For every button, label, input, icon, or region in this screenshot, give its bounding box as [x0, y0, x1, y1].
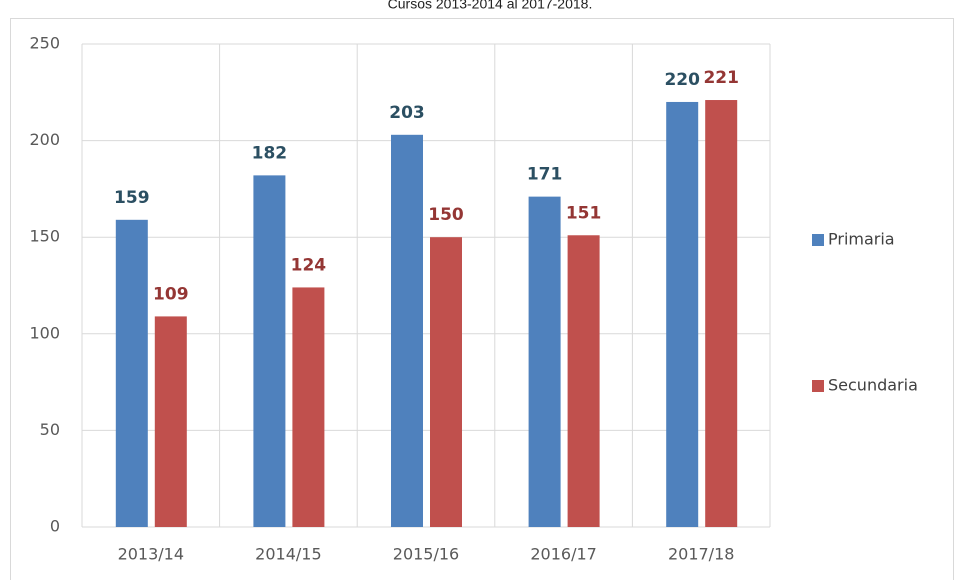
- bar: [567, 235, 600, 527]
- legend-label: Secundaria: [828, 376, 918, 395]
- bar: [430, 237, 462, 527]
- y-tick-label: 150: [29, 227, 60, 246]
- x-tick-label: 2017/18: [668, 545, 734, 564]
- chart-frame: [10, 18, 954, 580]
- bar: [391, 134, 423, 527]
- chart-title: Cursos 2013-2014 al 2017-2018.: [388, 0, 593, 12]
- bar: [253, 175, 286, 527]
- value-label: 171: [527, 165, 563, 185]
- y-tick-label: 200: [29, 130, 60, 149]
- y-tick-label: 50: [40, 420, 60, 439]
- bar: [292, 287, 325, 527]
- y-tick-label: 250: [29, 34, 60, 53]
- bar: [115, 219, 148, 527]
- bar: [528, 196, 561, 528]
- bar: [705, 100, 738, 527]
- bar: [666, 101, 699, 528]
- title-background: [0, 0, 955, 18]
- bar: [154, 316, 187, 527]
- x-tick-label: 2013/14: [118, 545, 184, 564]
- value-label: 203: [389, 103, 425, 123]
- y-tick-label: 0: [50, 517, 60, 536]
- value-label: 182: [252, 143, 288, 163]
- legend-label: Primaria: [828, 230, 895, 249]
- value-label: 124: [291, 255, 327, 275]
- x-tick-label: 2014/15: [255, 545, 321, 564]
- value-label: 109: [153, 284, 189, 304]
- x-tick-label: 2015/16: [393, 545, 459, 564]
- legend-swatch: [812, 234, 824, 246]
- value-label: 150: [428, 205, 464, 225]
- legend-swatch: [812, 380, 824, 392]
- y-tick-label: 100: [29, 323, 60, 342]
- value-label: 159: [114, 188, 150, 208]
- x-tick-label: 2016/17: [530, 545, 596, 564]
- value-label: 220: [664, 70, 700, 90]
- value-label: 221: [703, 68, 739, 88]
- value-label: 151: [566, 203, 602, 223]
